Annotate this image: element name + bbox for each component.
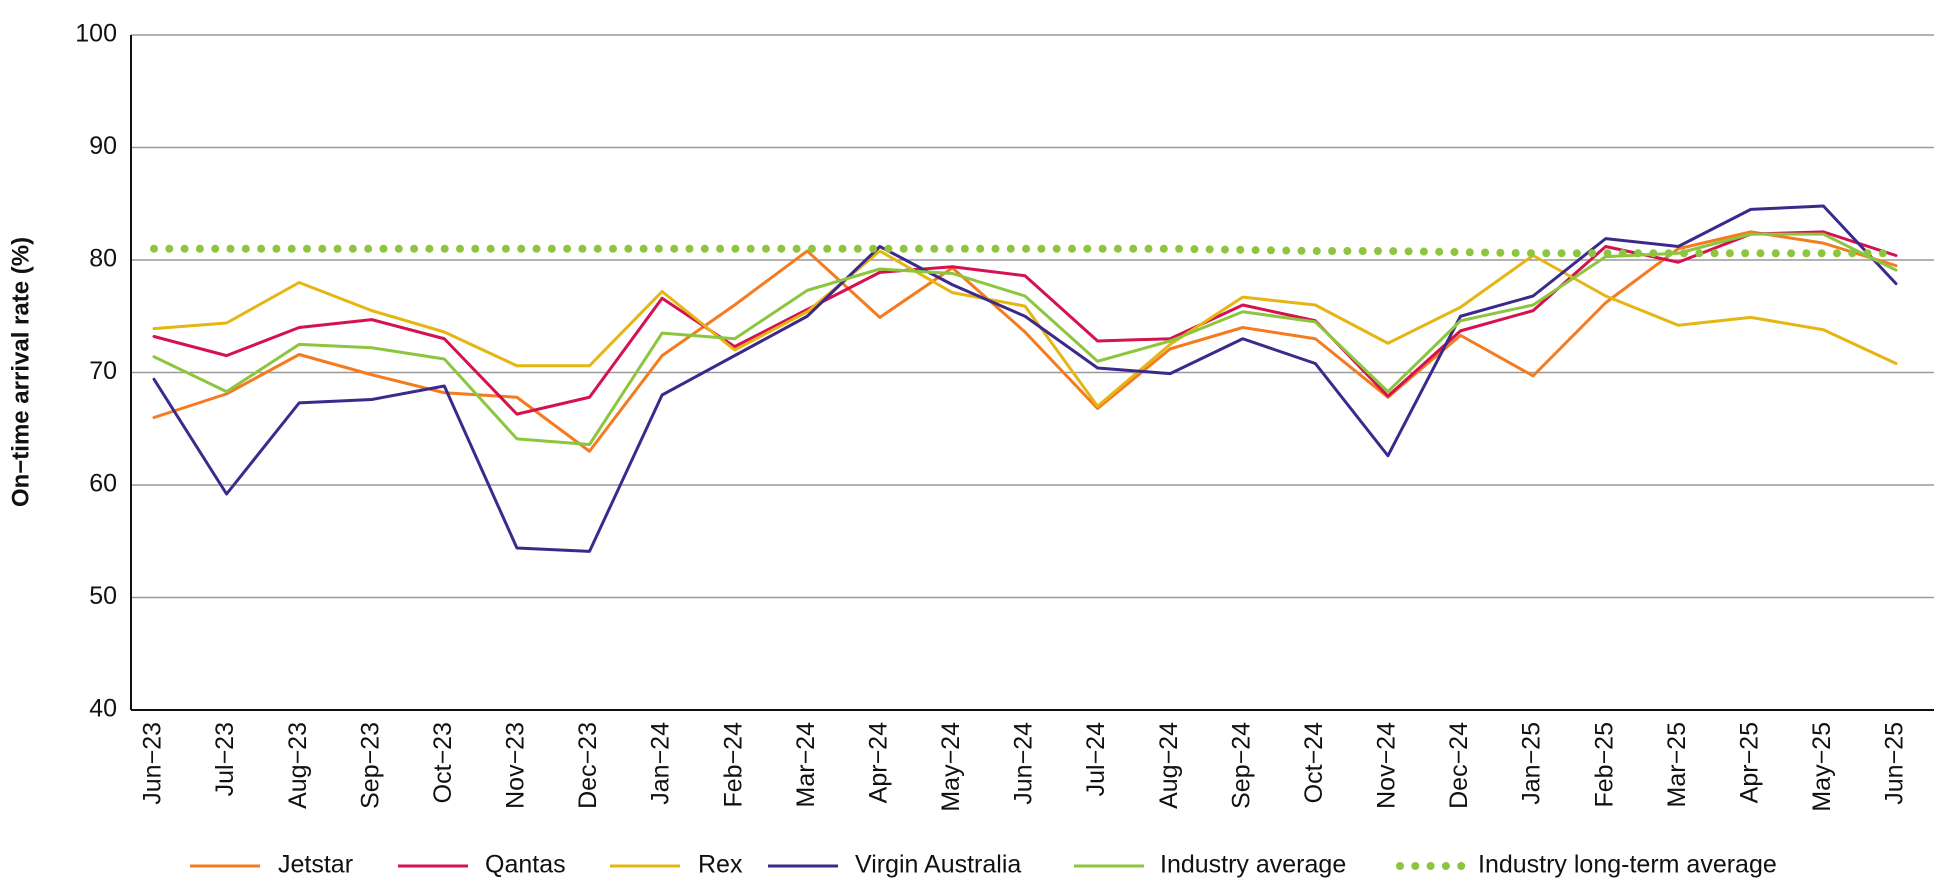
x-tick-label: Jan−25 [1518, 722, 1546, 805]
legend-label: Jetstar [278, 851, 353, 879]
x-tick-label: Jun−23 [139, 722, 167, 805]
line [152, 230, 1898, 453]
x-tick-label: Jan−24 [647, 722, 675, 805]
x-tick-label: Jul−23 [211, 722, 239, 796]
y-tick-label: 90 [89, 132, 117, 160]
legend-label: Industry long-term average [1478, 851, 1777, 879]
dotted-line [150, 244, 1900, 258]
y-tick-label: 40 [89, 695, 117, 723]
line [152, 249, 1898, 408]
legend-label: Rex [698, 851, 743, 879]
y-tick-label: 80 [89, 245, 117, 273]
x-tick-label: Feb−25 [1590, 722, 1618, 808]
x-tick-label: Apr−24 [864, 722, 892, 803]
x-tick-label: Apr−25 [1735, 722, 1763, 803]
y-tick-label: 60 [89, 470, 117, 498]
x-tick-label: Oct−24 [1300, 722, 1328, 803]
x-tick-label: Aug−23 [284, 722, 312, 809]
legend-label: Virgin Australia [855, 851, 1021, 879]
x-tick-label: Jun−24 [1010, 722, 1038, 805]
y-tick-label: 100 [75, 20, 117, 48]
legend-label: Industry average [1160, 851, 1346, 879]
x-tick-label: Dec−24 [1445, 722, 1473, 809]
x-tick-label: Mar−24 [792, 722, 820, 808]
x-tick-label: Aug−24 [1155, 722, 1183, 809]
x-tick-label: Jul−24 [1082, 722, 1110, 796]
x-tick-label: Nov−23 [502, 722, 530, 809]
x-tick-label: Dec−23 [574, 722, 602, 809]
x-tick-label: Feb−24 [719, 722, 747, 808]
y-tick-label: 70 [89, 357, 117, 385]
line [152, 232, 1898, 446]
x-tick-label: Jun−25 [1881, 722, 1909, 805]
line [152, 230, 1898, 416]
x-tick-label: Mar−25 [1663, 722, 1691, 807]
x-tick-label: Oct−23 [429, 722, 457, 803]
y-tick-label: 50 [89, 582, 117, 610]
y-axis-label: On−time arrival rate (%) [7, 237, 34, 507]
x-tick-label: Nov−24 [1373, 722, 1401, 809]
x-tick-label: May−25 [1808, 722, 1836, 812]
x-tick-label: Sep−23 [356, 722, 384, 809]
x-tick-label: Sep−24 [1227, 722, 1255, 809]
legend-label: Qantas [485, 851, 566, 879]
x-tick-label: May−24 [937, 722, 965, 812]
line [152, 204, 1898, 553]
